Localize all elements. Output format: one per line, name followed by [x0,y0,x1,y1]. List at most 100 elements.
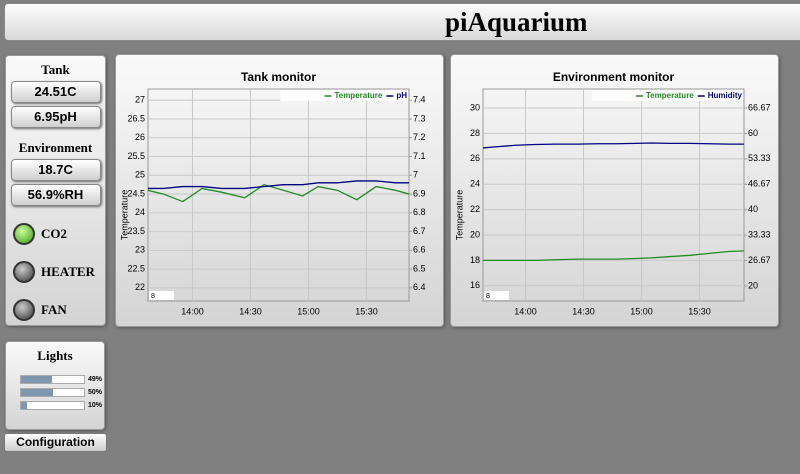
series-line [483,250,745,262]
y2-tick-label: 26.67 [748,255,771,265]
tank-chart-panel: Tank monitor Temperature 22 22.5 23 23.5 24 24.… [115,54,444,327]
reading-value: 56.9%RH [10,184,101,206]
legend-label: Temperature [334,91,382,100]
y2-tick-label: 53.33 [748,153,771,163]
indicator-label: FAN [41,302,67,317]
y-tick-label: 26.5 [127,113,145,123]
range-box [484,291,509,300]
y-tick-label: 24 [135,207,145,217]
reading-value: 6.95pH [10,106,101,128]
y2-tick-label: 40 [748,204,758,214]
light-track [20,387,85,397]
y-tick-label: 26 [135,132,145,142]
light-level [21,401,28,409]
y-tick-label: 18 [470,255,480,265]
x-tick-label: 15:30 [355,306,378,316]
y-tick-label: 27 [135,95,145,105]
app-title: piAquarium [445,7,588,37]
y2-tick-label: 20 [748,280,758,290]
light-label: 50% [88,388,103,396]
lights-panel: Lights 49% 50% 10% [5,341,105,430]
legend-label: Temperature [646,91,694,100]
indicator: FAN [13,298,105,322]
indicator-light [13,261,35,283]
series-line [147,183,410,203]
indicator: CO2 [13,222,105,246]
light-level [21,375,52,383]
indicator-light [13,223,35,245]
range-label: 8 [151,293,155,300]
chart-title: Environment monitor [553,70,675,84]
light-row: 49% [20,374,104,384]
y-tick-label: 20 [470,229,480,239]
y-axis-title: Temperature [454,190,464,241]
series-line [148,180,409,190]
y2-tick-label: 7 [413,170,418,180]
y2-tick-label: 6.6 [413,245,426,255]
light-track [20,400,85,410]
group-title: Environment [18,140,93,155]
y2-tick-label: 46.67 [748,179,771,189]
legend-box [280,90,408,101]
y2-tick-label: 7.2 [413,132,426,142]
plot-area [482,88,745,302]
reading-value: 24.51C [10,81,101,103]
light-label: 49% [88,375,103,383]
y2-tick-label: 7.3 [413,113,426,123]
chart: Tank monitor Temperature 22 22.5 23 23.5 24 24.… [119,70,426,316]
configuration-button[interactable]: Configuration [4,433,107,452]
x-tick-label: 15:00 [630,306,653,316]
light-row: 50% [20,387,104,397]
indicator-light [13,299,35,321]
y-tick-label: 26 [470,153,480,163]
y2-tick-label: 6.8 [413,207,426,217]
light-track [20,374,85,384]
chart-title: Tank monitor [241,70,316,84]
legend-label: Humidity [708,91,743,100]
y-axis-title: Temperature [119,190,129,241]
x-tick-label: 14:00 [181,306,204,316]
x-tick-label: 14:30 [572,306,595,316]
y2-tick-label: 6.4 [413,282,426,292]
y-tick-label: 22 [135,282,145,292]
plot-area [147,88,410,302]
environment-chart-panel: Environment monitor Temperature 16 18 20 22 24… [450,54,779,327]
range-box [149,291,174,300]
x-tick-label: 14:30 [239,306,262,316]
y2-tick-label: 33.33 [748,230,771,240]
chart: Environment monitor Temperature 16 18 20 22 24… [454,70,771,316]
y2-tick-label: 6.5 [413,263,426,273]
indicator-label: CO2 [41,226,67,241]
range-label: 8 [486,293,490,300]
series-line [482,142,744,149]
lights-title: Lights [37,348,73,363]
y-tick-label: 23 [135,245,145,255]
y-tick-label: 25 [135,170,145,180]
y-tick-label: 25.5 [127,151,145,161]
x-tick-label: 14:00 [514,306,537,316]
y2-tick-label: 6.7 [413,226,426,236]
indicator-label: HEATER [41,264,95,279]
header: piAquarium [4,3,800,41]
y-tick-label: 16 [470,280,480,290]
y2-tick-label: 6.9 [413,188,426,198]
reading-value: 18.7C [10,159,101,181]
group-title: Tank [41,62,70,77]
light-row: 10% [20,400,104,410]
y-tick-label: 23.5 [127,226,145,236]
indicator: HEATER [13,260,105,284]
legend-label: pH [396,91,407,100]
y-tick-label: 24.5 [127,188,145,198]
legend-box [591,90,743,101]
x-tick-label: 15:30 [688,306,711,316]
y-tick-label: 24 [470,179,480,189]
y2-tick-label: 66.67 [748,102,771,112]
y-tick-label: 30 [470,102,480,112]
y2-tick-label: 7.4 [413,95,426,105]
y-tick-label: 28 [470,128,480,138]
status-panel: Tank 24.51C 6.95pH Environment 18.7C 56.9%RH C… [5,55,106,326]
y-tick-label: 22.5 [127,263,145,273]
y2-tick-label: 60 [748,128,758,138]
light-level [21,388,53,396]
